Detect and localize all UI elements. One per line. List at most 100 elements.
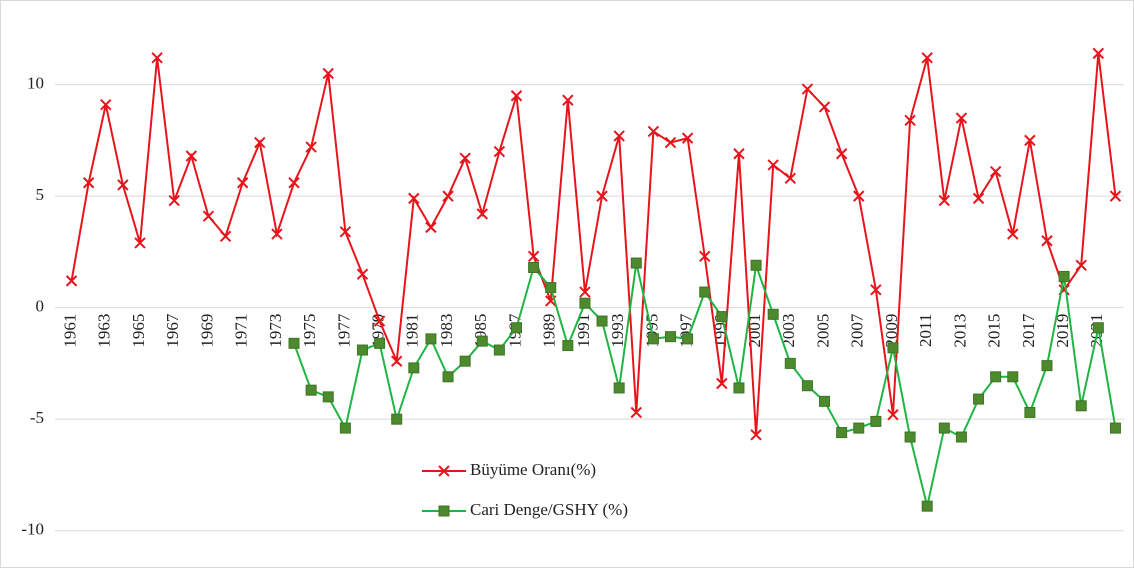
x-tick-label: 1973: [266, 314, 285, 348]
square-marker: [305, 384, 317, 396]
legend-marker: [438, 505, 450, 517]
x-tick-label: 1961: [60, 314, 79, 348]
x-marker: [870, 284, 882, 296]
square-marker: [887, 342, 899, 354]
x-marker: [271, 228, 283, 240]
y-tick-label: 10: [27, 74, 44, 93]
x-marker: [527, 250, 540, 263]
series-line: [70, 53, 1117, 435]
x-marker: [288, 177, 300, 189]
x-marker: [185, 150, 198, 162]
square-marker: [528, 262, 540, 274]
x-marker: [887, 409, 899, 421]
square-marker: [408, 362, 420, 374]
square-marker: [819, 395, 831, 407]
x-marker: [921, 52, 933, 64]
x-marker: [1041, 235, 1053, 247]
y-tick-label: 5: [36, 185, 45, 204]
x-tick-label: 2019: [1053, 314, 1072, 348]
x-tick-label: 1989: [540, 314, 559, 348]
square-marker: [425, 333, 437, 345]
square-marker: [938, 422, 950, 434]
x-marker: [818, 101, 831, 113]
square-marker: [767, 308, 779, 320]
square-marker: [733, 382, 745, 394]
x-marker: [1092, 47, 1105, 60]
x-marker: [784, 172, 797, 184]
x-marker: [1075, 259, 1087, 271]
square-marker: [613, 382, 625, 394]
x-tick-label: 2013: [950, 314, 969, 348]
x-marker: [767, 159, 779, 171]
x-tick-label: 1975: [300, 314, 319, 348]
x-tick-label: 2007: [848, 313, 867, 348]
x-tick-label: 1981: [403, 314, 422, 348]
x-marker: [853, 190, 865, 202]
x-tick-label: 2015: [985, 314, 1004, 348]
x-marker: [664, 136, 677, 149]
x-tick-label: 2005: [813, 314, 832, 348]
x-tick-label: 2003: [779, 314, 798, 348]
x-marker: [390, 355, 403, 367]
square-marker: [647, 333, 659, 345]
square-marker: [990, 371, 1002, 383]
square-marker: [545, 282, 557, 294]
x-marker: [1109, 190, 1122, 202]
x-tick-label: 1969: [197, 314, 216, 348]
square-marker: [1041, 360, 1053, 372]
x-marker: [219, 230, 232, 242]
x-tick-label: 2011: [916, 314, 935, 347]
square-marker: [853, 422, 865, 434]
series-group: [65, 47, 1122, 441]
x-marker: [681, 132, 694, 144]
square-marker: [1058, 270, 1070, 282]
x-marker: [254, 136, 266, 149]
square-marker: [288, 337, 300, 349]
square-marker: [630, 257, 642, 269]
legend-marker: [438, 465, 450, 477]
square-marker: [699, 286, 711, 298]
square-marker: [716, 311, 728, 323]
square-marker: [665, 331, 677, 343]
x-marker: [1007, 228, 1019, 240]
x-tick-label: 1993: [608, 314, 627, 348]
x-tick-label: 2017: [1019, 313, 1038, 348]
square-marker: [921, 500, 933, 512]
x-marker: [236, 177, 249, 189]
square-marker: [459, 355, 471, 367]
x-tick-label: 1967: [163, 313, 182, 348]
square-marker: [1075, 400, 1087, 412]
x-marker: [442, 190, 454, 202]
x-marker: [972, 192, 985, 205]
x-marker: [647, 125, 660, 138]
square-marker: [1109, 422, 1121, 434]
legend-label: Cari Denge/GSHY (%): [470, 500, 628, 519]
series-group: [288, 257, 1121, 512]
square-marker: [801, 380, 813, 392]
square-marker: [870, 415, 882, 427]
x-marker: [1024, 134, 1036, 147]
x-marker: [476, 208, 488, 220]
x-marker: [989, 165, 1002, 178]
x-marker: [716, 377, 728, 390]
x-marker: [750, 429, 762, 441]
x-marker: [835, 148, 848, 160]
square-marker: [836, 427, 848, 439]
x-marker: [510, 90, 523, 102]
x-marker: [459, 152, 471, 164]
x-marker: [322, 67, 334, 80]
x-marker: [938, 194, 951, 207]
x-marker: [356, 268, 369, 280]
square-marker: [493, 344, 505, 356]
x-tick-label: 1971: [232, 314, 251, 348]
square-marker: [955, 431, 967, 443]
square-marker: [973, 393, 985, 405]
x-marker: [202, 210, 215, 222]
square-marker: [1024, 406, 1036, 418]
x-marker: [596, 190, 608, 202]
x-tick-label: 1983: [437, 314, 456, 348]
square-marker: [904, 431, 916, 443]
y-tick-label: -10: [21, 520, 44, 539]
square-marker: [339, 422, 351, 434]
